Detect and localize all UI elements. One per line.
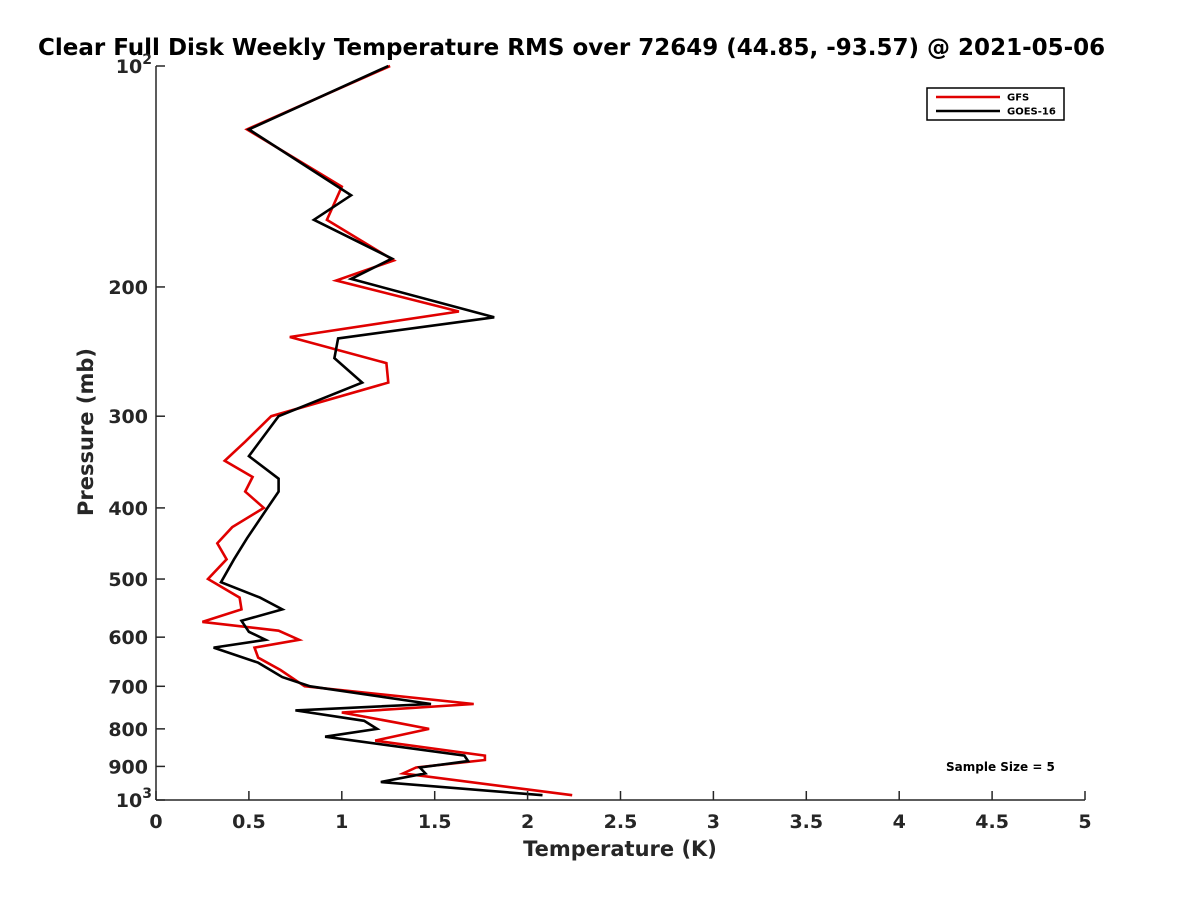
y-tick-label: 300 — [108, 406, 148, 428]
y-tick-label: 500 — [108, 569, 148, 591]
x-tick-label: 3 — [707, 811, 720, 833]
x-tick-label: 4.5 — [975, 811, 1009, 833]
y-axis-label: Pressure (mb) — [74, 348, 98, 516]
x-axis-ticks: 0 0.5 1 1.5 2 2.5 3 3.5 4 4.5 5 — [149, 791, 1092, 833]
x-tick-label: 0 — [149, 811, 162, 833]
x-tick-label: 4 — [893, 811, 906, 833]
x-tick-label: 2.5 — [604, 811, 638, 833]
y-tick-label: 400 — [108, 498, 148, 520]
x-tick-label: 3.5 — [789, 811, 823, 833]
y-tick-label: 800 — [108, 719, 148, 741]
x-tick-label: 1.5 — [418, 811, 452, 833]
series-line-goes-16 — [213, 64, 543, 797]
legend: GFS GOES-16 — [926, 87, 1065, 121]
y-tick-label: 103 — [116, 786, 152, 812]
series-line-gfs — [202, 64, 573, 797]
y-tick-label: 200 — [108, 277, 148, 299]
x-tick-label: 5 — [1078, 811, 1091, 833]
x-axis-label: Temperature (K) — [523, 837, 717, 861]
x-tick-label: 1 — [335, 811, 348, 833]
legend-label: GFS — [1007, 93, 1029, 104]
sample-size-annotation: Sample Size = 5 — [946, 760, 1055, 774]
y-tick-label: 700 — [108, 676, 148, 698]
chart-title: Clear Full Disk Weekly Temperature RMS o… — [38, 35, 1105, 61]
legend-items: GFS GOES-16 — [936, 93, 1056, 118]
y-tick-label: 900 — [108, 756, 148, 778]
x-tick-label: 2 — [521, 811, 534, 833]
y-tick-label: 102 — [116, 52, 152, 78]
series-layer — [202, 64, 573, 797]
legend-box — [926, 87, 1065, 121]
y-tick-label: 600 — [108, 627, 148, 649]
legend-label: GOES-16 — [1007, 107, 1056, 118]
plot-area — [155, 66, 1085, 801]
x-tick-label: 0.5 — [232, 811, 266, 833]
y-axis-ticks: 102 200 300 400 500 600 700 800 900 103 — [108, 52, 165, 812]
